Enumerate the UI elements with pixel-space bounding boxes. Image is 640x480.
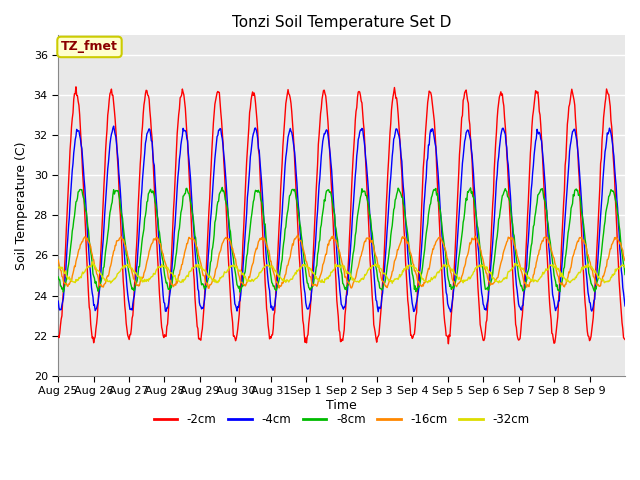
-2cm [54,333,62,339]
Line: -32cm: -32cm [58,262,625,283]
-4cm [447,309,454,315]
Y-axis label: Soil Temperature (C): Soil Temperature (C) [15,141,28,270]
-4cm [275,254,283,260]
Line: -4cm: -4cm [58,126,625,312]
-4cm [621,303,629,309]
-16cm [54,257,62,263]
-32cm [254,274,262,279]
-16cm [226,238,234,243]
-32cm [226,264,234,269]
-16cm [275,285,283,291]
-16cm [205,285,213,291]
-8cm [54,274,62,280]
-8cm [255,187,262,193]
-32cm [122,263,129,268]
-16cm [621,258,629,264]
-4cm [401,204,408,209]
Text: TZ_fmet: TZ_fmet [61,40,118,53]
-8cm [402,216,410,221]
-32cm [621,264,629,270]
-2cm [433,163,440,168]
-4cm [110,123,118,129]
-32cm [402,266,410,272]
-2cm [275,222,283,228]
-16cm [433,237,441,242]
-4cm [226,235,234,240]
-4cm [433,153,440,159]
Line: -8cm: -8cm [58,187,625,292]
Line: -16cm: -16cm [58,235,625,288]
-2cm [401,238,408,244]
-8cm [218,184,226,190]
-2cm [254,128,262,134]
-2cm [226,280,234,286]
-2cm [445,341,452,347]
-4cm [122,266,129,272]
Legend: -2cm, -4cm, -8cm, -16cm, -32cm: -2cm, -4cm, -8cm, -16cm, -32cm [149,408,534,431]
-8cm [276,270,284,276]
X-axis label: Time: Time [326,399,357,412]
-2cm [621,336,629,342]
-8cm [236,289,244,295]
Title: Tonzi Soil Temperature Set D: Tonzi Soil Temperature Set D [232,15,451,30]
-8cm [621,272,629,277]
-32cm [388,280,396,286]
-32cm [433,269,441,275]
-8cm [433,191,441,196]
-8cm [226,226,234,232]
-32cm [275,273,283,279]
-8cm [121,237,129,243]
-2cm [72,84,80,90]
-16cm [294,232,301,238]
-2cm [122,310,129,315]
-32cm [88,259,96,264]
-16cm [254,242,262,248]
-16cm [402,236,410,241]
-4cm [254,136,262,142]
Line: -2cm: -2cm [58,87,625,344]
-32cm [54,265,62,271]
-16cm [121,242,129,248]
-4cm [54,298,62,304]
